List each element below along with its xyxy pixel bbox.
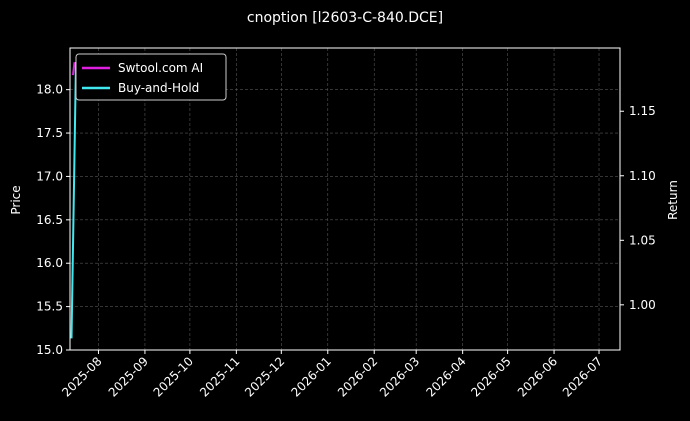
plot-frame [69,47,621,351]
chart-title: cnoption [l2603-C-840.DCE] [247,10,443,26]
x-tick-label: 2026-04 [423,354,468,399]
y-tick-label: 17.0 [36,169,63,183]
legend-label: Swtool.com AI [118,61,203,75]
series-line [70,62,77,339]
y2-tick-label: 1.10 [629,169,656,183]
series-line [72,62,76,76]
y2-tick-label: 1.05 [629,233,656,247]
y2-tick-label: 1.00 [629,298,656,312]
x-tick-label: 2025-09 [106,354,151,399]
y2-axis-label: Return [666,180,680,220]
x-tick-label: 2026-03 [377,354,422,399]
x-tick-label: 2025-08 [59,354,104,399]
x-tick-label: 2025-12 [242,354,287,399]
x-tick-label: 2025-11 [197,354,242,399]
x-tick-label: 2026-02 [335,354,380,399]
x-tick-label: 2026-05 [468,354,513,399]
x-tick-label: 2026-01 [289,354,334,399]
y-tick-label: 18.0 [36,83,63,97]
x-tick-label: 2026-06 [515,354,560,399]
y-tick-label: 17.5 [36,126,63,140]
y-tick-label: 15.0 [36,343,63,357]
y2-tick-label: 1.15 [629,104,656,118]
legend-box [75,53,227,101]
y-tick-label: 16.5 [36,213,63,227]
x-tick-label: 2026-07 [560,354,605,399]
legend: Swtool.com AI Buy-and-Hold [75,53,227,101]
y-axis-label: Price [9,185,23,214]
y-tick-label: 16.0 [36,256,63,270]
y-tick-label: 15.5 [36,300,63,314]
legend-label: Buy-and-Hold [118,81,199,95]
x-tick-label: 2025-10 [151,354,196,399]
